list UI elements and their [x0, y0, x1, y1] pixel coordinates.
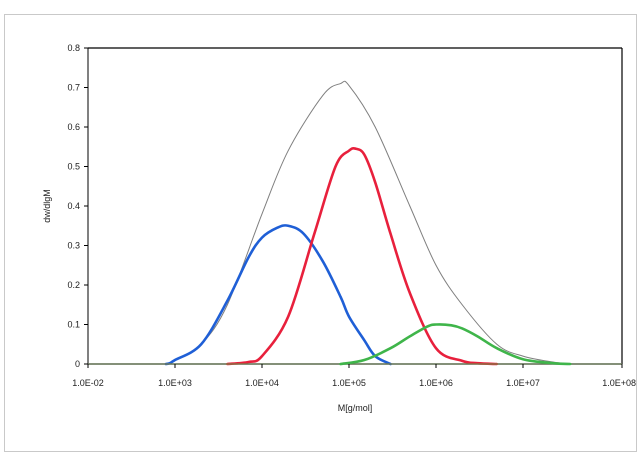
y-tick-label: 0.1 — [67, 320, 80, 330]
y-tick-label: 0.7 — [67, 83, 80, 93]
series-2-point — [261, 237, 263, 239]
series-1-line — [167, 80, 571, 365]
series-2-point — [226, 300, 228, 302]
y-tick-label: 0.3 — [67, 241, 80, 251]
series-3-point — [313, 233, 315, 235]
y-tick-label: 0.5 — [67, 162, 80, 172]
series-2-point — [200, 343, 202, 345]
series-1-point — [496, 343, 498, 345]
series-3-point — [287, 316, 289, 318]
series-2-point — [276, 227, 278, 229]
y-tick-label: 0.6 — [67, 122, 80, 132]
series-4-point — [427, 326, 429, 328]
series-4-point — [409, 335, 411, 337]
series-2-point — [303, 233, 305, 235]
series-1-point — [461, 304, 463, 306]
series-1-point — [348, 85, 350, 87]
x-tick-label: 1.0E+03 — [158, 378, 192, 388]
series-1-point — [435, 264, 437, 266]
series-4-point — [522, 358, 524, 360]
series-3-point — [363, 154, 365, 156]
x-axis-ticks: 1.0E-02 1.0E+03 1.0E+04 1.0E+05 1.0E+06 1.0E+… — [72, 364, 636, 388]
plot-area — [87, 47, 623, 365]
series-1-point — [522, 355, 524, 357]
series-1-point — [287, 150, 289, 152]
x-tick-label: 1.0E+04 — [245, 378, 279, 388]
series-3-point — [261, 355, 263, 357]
y-tick-label: 0.4 — [67, 201, 80, 211]
series-4-point — [461, 328, 463, 330]
series-3-point — [355, 148, 357, 150]
series-2-point — [174, 359, 176, 361]
series-1-point — [261, 213, 263, 215]
series-1-point — [409, 205, 411, 207]
series-4-point — [435, 324, 437, 326]
series-1-point — [374, 126, 376, 128]
series-3-point — [409, 292, 411, 294]
series-3-line — [226, 146, 499, 366]
series-3-point — [374, 181, 376, 183]
series-2-line — [164, 224, 392, 366]
series-1-point — [340, 83, 342, 85]
series-1-point — [322, 95, 324, 97]
series-2-point — [248, 256, 250, 258]
x-tick-label: 1.0E-02 — [72, 378, 104, 388]
series-2-point — [340, 296, 342, 298]
series-4-point — [496, 347, 498, 349]
y-tick-label: 0 — [75, 359, 80, 369]
x-axis-title: M[g/mol] — [338, 403, 373, 413]
series-3-point — [348, 150, 350, 152]
series-2-point — [322, 260, 324, 262]
series-4-point — [552, 362, 554, 364]
x-tick-label: 1.0E+07 — [506, 378, 540, 388]
series-4-point — [450, 324, 452, 326]
series-layer — [88, 80, 622, 366]
series-3-point — [390, 233, 392, 235]
series-4-point — [390, 347, 392, 349]
series-3-point — [335, 166, 337, 168]
series-2-point — [287, 225, 289, 227]
x-tick-label: 1.0E+08 — [602, 378, 636, 388]
x-tick-label: 1.0E+05 — [332, 378, 366, 388]
series-3-point — [248, 361, 250, 363]
series-3-point — [435, 347, 437, 349]
x-tick-label: 1.0E+06 — [419, 378, 453, 388]
y-axis-title: dw/dlgM — [42, 189, 52, 223]
series-3-point — [461, 360, 463, 362]
series-2-point — [348, 316, 350, 318]
y-axis-ticks: 0 0.1 0.2 0.3 0.4 0.5 0.6 0.7 0.8 — [67, 43, 88, 369]
series-4-point — [477, 335, 479, 337]
series-4-point — [363, 359, 365, 361]
series-4-line — [339, 323, 572, 366]
series-4-point — [569, 363, 571, 365]
series-2-point — [363, 339, 365, 341]
y-tick-label: 0.8 — [67, 43, 80, 53]
series-4-point — [340, 363, 342, 365]
chart-frame — [4, 14, 637, 452]
y-tick-label: 0.2 — [67, 280, 80, 290]
